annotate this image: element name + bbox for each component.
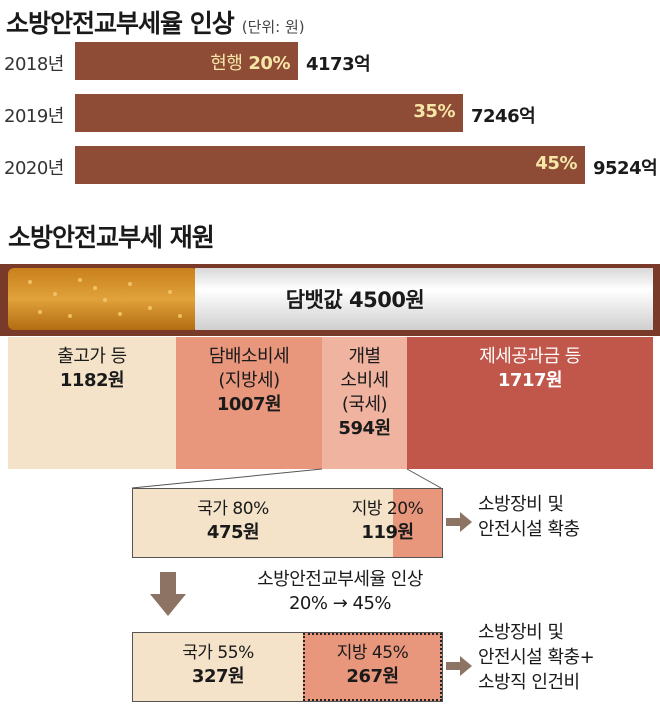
after-note-line: 소방직 인건비 <box>478 672 580 693</box>
rate-change-line1: 소방안전교부세율 인상 <box>257 569 423 590</box>
before-local-label: 지방 20% <box>351 499 424 519</box>
segment-label: 담배소비세 <box>208 346 290 367</box>
year-label: 2019년 <box>4 106 64 127</box>
after-note-line: 안전시설 확충+ <box>478 647 595 668</box>
before-note-line: 안전시설 확충 <box>478 519 580 540</box>
rate-bar: 35% <box>75 94 463 132</box>
segment-amount: 1007원 <box>216 394 282 415</box>
segment-label: 소비세 <box>340 370 389 391</box>
price-segment: 담배소비세 (지방세) 1007원 <box>176 337 322 469</box>
segment-amount: 1182원 <box>59 370 125 391</box>
rate-change-note: 소방안전교부세율 인상 20% → 45% <box>210 568 470 616</box>
after-local: 지방 45% 267원 <box>303 633 442 701</box>
before-local-amount: 119원 <box>361 522 414 543</box>
chart-title: 소방안전교부세율 인상 (단위: 원) <box>6 4 305 40</box>
after-local-label: 지방 45% <box>336 643 409 663</box>
after-national-label: 국가 55% <box>182 643 254 663</box>
after-split-box: 국가 55% 327원 지방 45% 267원 <box>132 632 443 702</box>
rate-label: 현행 20% <box>210 53 290 74</box>
segment-label: 출고가 등 <box>57 346 127 367</box>
price-segment: 제세공과금 등 1717원 <box>407 337 653 469</box>
rate-label: 35% <box>413 101 455 122</box>
segment-label: (국세) <box>341 394 388 415</box>
amount-label: 7246억 <box>471 106 536 127</box>
segment-label: 제세공과금 등 <box>479 346 581 367</box>
after-local-amount: 267원 <box>346 666 399 687</box>
segment-label: (지방세) <box>218 370 280 391</box>
chart-title-text: 소방안전교부세율 인상 <box>6 9 235 38</box>
year-label: 2020년 <box>4 158 64 179</box>
before-national: 국가 80% 475원 <box>133 497 333 545</box>
segment-label: 개별 <box>348 346 381 367</box>
cigarette-icon <box>0 264 660 336</box>
before-national-label: 국가 80% <box>197 499 269 519</box>
right-arrow-icon <box>446 656 472 676</box>
rate-label: 45% <box>535 153 577 174</box>
rate-bar: 45% <box>75 146 585 184</box>
section-title: 소방안전교부세 재원 <box>8 223 215 252</box>
segment-amount: 1717원 <box>497 370 563 391</box>
rate-bar: 현행 20% <box>75 42 298 80</box>
price-segment: 출고가 등 1182원 <box>8 337 176 469</box>
before-local-fill <box>393 489 442 557</box>
before-national-amount: 475원 <box>206 522 260 543</box>
after-note: 소방장비 및 안전시설 확충+ 소방직 인건비 <box>478 620 595 695</box>
before-note-line: 소방장비 및 <box>478 494 564 515</box>
down-arrow-icon <box>150 572 186 616</box>
unit-note: (단위: 원) <box>241 18 305 36</box>
before-local: 지방 20% 119원 <box>333 497 442 545</box>
year-label: 2018년 <box>4 54 64 75</box>
right-arrow-icon <box>446 512 472 532</box>
after-note-line: 소방장비 및 <box>478 622 564 643</box>
cigarette-price-label: 담뱃값 4500원 <box>285 288 425 312</box>
amount-label: 9524억 <box>593 158 658 179</box>
segment-amount: 594원 <box>338 418 391 439</box>
before-split-box: 국가 80% 475원 지방 20% 119원 <box>132 488 443 558</box>
amount-label: 4173억 <box>306 54 371 75</box>
rate-prefix: 현행 <box>210 53 243 74</box>
before-note: 소방장비 및 안전시설 확충 <box>478 492 580 542</box>
rate-change-line2: 20% → 45% <box>288 593 392 614</box>
after-national-amount: 327원 <box>191 666 245 687</box>
after-national: 국가 55% 327원 <box>133 641 303 689</box>
